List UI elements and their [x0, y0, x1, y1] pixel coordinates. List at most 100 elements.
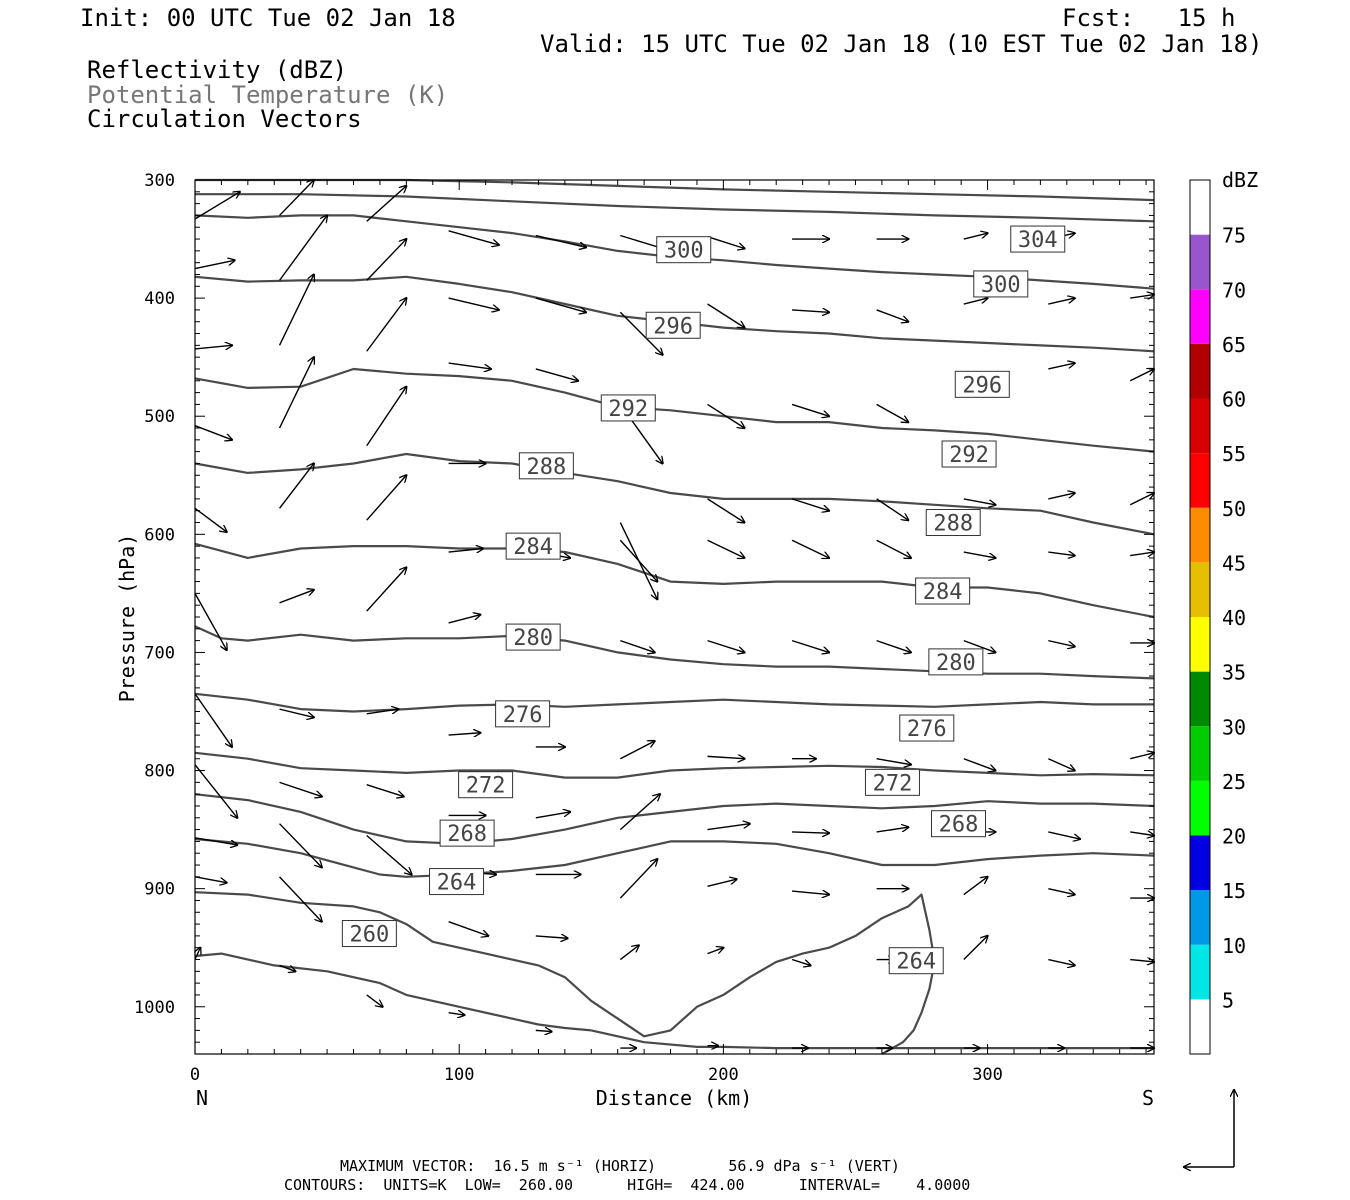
colorbar-segment	[1190, 453, 1210, 508]
circulation-vector	[707, 824, 750, 831]
circulation-vector	[195, 948, 200, 960]
circulation-vector	[707, 303, 745, 328]
axis-ticks	[194, 179, 1154, 1055]
contour-label-text: 260	[349, 923, 389, 948]
circulation-vector	[1048, 298, 1074, 305]
contour-label-text: 304	[1018, 228, 1058, 253]
contour-label-text: 296	[962, 373, 1002, 398]
circulation-vector	[792, 832, 829, 833]
circulation-vector	[194, 693, 232, 747]
circulation-vector	[535, 297, 586, 312]
circulation-vector	[366, 784, 404, 797]
contour-label-box	[941, 440, 997, 468]
circulation-vector	[791, 639, 829, 653]
colorbar-level-label: 15	[1222, 879, 1246, 903]
contour-label-box	[1010, 225, 1066, 253]
colorbar-title: dBZ	[1222, 168, 1258, 192]
isentrope-layer	[194, 178, 1155, 1055]
contour-label-text: 292	[949, 443, 989, 468]
colorbar-segment	[1190, 999, 1210, 1054]
contour-label-box	[925, 509, 981, 537]
circulation-vector	[535, 812, 570, 819]
x-tick-label: 0	[190, 1065, 200, 1085]
circulation-vector	[194, 425, 232, 440]
colorbar-frame	[1189, 179, 1211, 1055]
circulation-vector	[707, 756, 745, 758]
circulation-vector	[194, 260, 235, 270]
field-potential-temperature: Potential Temperature (K)	[87, 81, 449, 109]
isentrope-line	[194, 452, 1155, 536]
circulation-vector	[448, 548, 483, 552]
isentrope-line	[591, 1029, 1154, 1050]
contour-label-text: 264	[437, 871, 477, 896]
contour-label-text: 284	[513, 535, 553, 560]
contour-label-text: 280	[936, 651, 976, 676]
circulation-vector	[1048, 363, 1074, 370]
circulation-vector	[366, 994, 383, 1007]
circulation-vector	[876, 539, 911, 558]
circulation-vector	[535, 368, 578, 381]
dbz-colorbar: 5 10 15 20 25 30 35 40 45 50 55 60 65 70 75	[1189, 179, 1246, 1055]
contour-label: 284	[505, 532, 561, 560]
contour-label: 288	[518, 452, 574, 480]
circulation-vector	[194, 345, 232, 349]
circulation-vector	[194, 593, 227, 650]
contour-label: 292	[941, 440, 997, 468]
isentrope-line	[194, 625, 1155, 680]
contour-label-text: 276	[907, 717, 947, 742]
circulation-vector	[963, 758, 996, 771]
colorbar-level-label: 55	[1222, 442, 1246, 466]
circulation-vector	[619, 311, 662, 355]
circulation-vector	[1130, 753, 1154, 760]
x-tick-labels: 0 100 200 300	[190, 1065, 1003, 1085]
y-tick-label: 900	[144, 880, 175, 900]
circulation-vector	[707, 539, 745, 558]
circulation-vector	[366, 239, 407, 281]
circulation-vector	[535, 1030, 552, 1031]
y-tick-label: 800	[144, 762, 175, 782]
circulation-vector	[279, 180, 314, 216]
contour-label: 268	[931, 810, 987, 838]
circulation-vector	[707, 403, 745, 428]
isentrope-line	[194, 793, 1155, 845]
contour-label: 276	[899, 714, 955, 742]
circulation-vector	[1048, 552, 1074, 556]
contour-label: 296	[645, 311, 701, 339]
colorbar-segment	[1190, 398, 1210, 454]
circulation-vector	[963, 551, 996, 558]
y-tick-label: 400	[144, 289, 175, 309]
contour-label-box	[645, 311, 701, 339]
circulation-vector	[194, 876, 227, 883]
circulation-vector	[1130, 552, 1154, 556]
contour-label-text: 296	[653, 314, 693, 339]
colorbar-level-label: 65	[1222, 333, 1246, 357]
colorbar-segment	[1190, 671, 1210, 727]
isentrope-line	[195, 193, 1155, 223]
circulation-vector	[279, 823, 322, 868]
circulation-vector	[366, 186, 407, 222]
y-tick-label: 500	[144, 407, 175, 427]
forecast-hour: Fcst: 15 h	[1062, 4, 1236, 32]
contour-label: 268	[439, 819, 495, 847]
circulation-vector	[619, 945, 638, 961]
circulation-vector	[1130, 832, 1154, 836]
plot-frame	[194, 179, 1155, 1055]
contour-label-box	[864, 768, 920, 796]
contour-label-box	[954, 370, 1010, 398]
contour-label-text: 288	[526, 455, 566, 480]
x-axis-label: Distance (km)	[596, 1086, 753, 1110]
circulation-vector	[535, 936, 568, 938]
contour-label-text: 264	[896, 950, 936, 975]
colorbar-level-label: 20	[1222, 825, 1246, 849]
contour-label: 280	[505, 623, 561, 651]
circulation-vector	[876, 498, 909, 520]
contour-label: 292	[600, 394, 656, 422]
colorbar-segment	[1190, 343, 1210, 399]
contour-label: 288	[925, 509, 981, 537]
colorbar-level-label: 60	[1222, 388, 1246, 412]
contour-label-box	[495, 700, 551, 728]
circulation-vector	[620, 741, 654, 760]
contour-label-box	[439, 819, 495, 847]
colorbar-segment	[1190, 507, 1210, 563]
